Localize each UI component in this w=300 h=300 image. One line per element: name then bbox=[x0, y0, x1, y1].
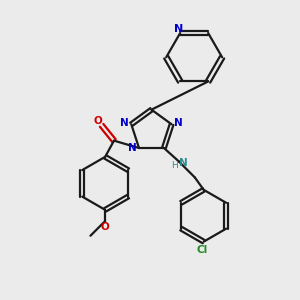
Text: N: N bbox=[128, 143, 137, 153]
Text: H: H bbox=[171, 161, 178, 170]
Text: N: N bbox=[174, 25, 183, 34]
Text: O: O bbox=[101, 222, 110, 232]
Text: N: N bbox=[121, 118, 129, 128]
Text: Cl: Cl bbox=[196, 245, 208, 255]
Text: O: O bbox=[94, 116, 103, 126]
Text: N: N bbox=[174, 118, 182, 128]
Text: N: N bbox=[179, 158, 188, 168]
